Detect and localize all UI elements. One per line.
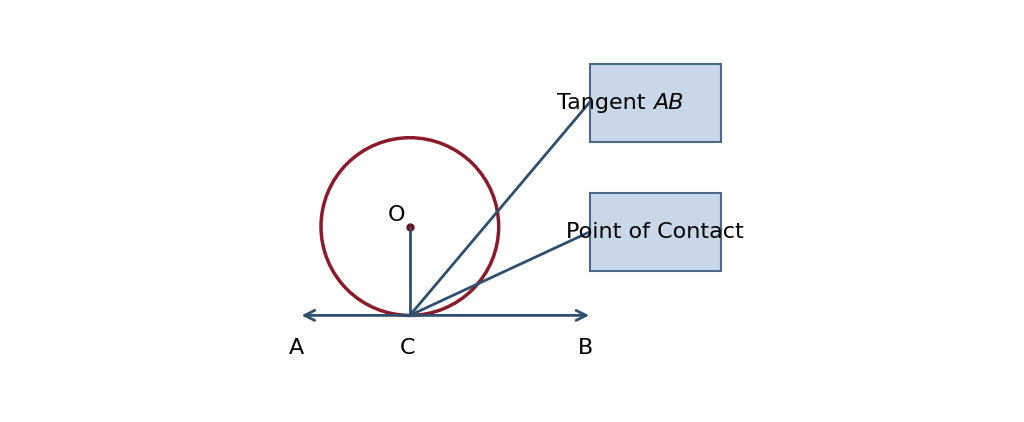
Text: A: A — [289, 338, 304, 357]
Text: AB: AB — [653, 93, 684, 113]
FancyBboxPatch shape — [590, 193, 721, 271]
Text: Tangent: Tangent — [557, 93, 653, 113]
Text: B: B — [578, 338, 593, 357]
Text: C: C — [399, 338, 416, 357]
Text: Point of Contact: Point of Contact — [566, 222, 744, 242]
Text: O: O — [388, 206, 406, 225]
FancyBboxPatch shape — [590, 65, 721, 142]
